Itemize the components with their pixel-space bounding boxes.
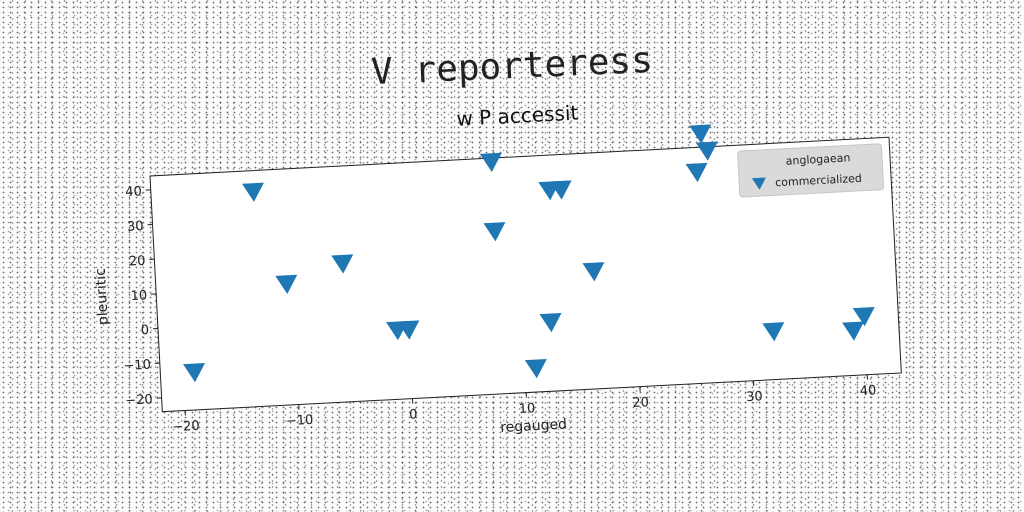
legend-marker [751, 177, 766, 190]
x-tick-label: 40 [859, 383, 876, 399]
data-point [549, 180, 572, 200]
y-axis-label: pleuritic [93, 268, 112, 326]
data-point [331, 254, 354, 274]
y-tick-label: 10 [130, 288, 147, 304]
x-tick-label: 0 [409, 407, 418, 422]
legend-box [737, 143, 885, 198]
data-point [842, 321, 865, 341]
y-tick-label: 20 [129, 254, 146, 270]
data-point [241, 182, 264, 202]
data-point [685, 162, 708, 183]
data-point [689, 124, 712, 144]
data-point [852, 307, 875, 327]
x-tick-label: −10 [286, 413, 314, 429]
data-point [762, 322, 785, 342]
chart-title: w P accessit [456, 101, 579, 131]
data-point [183, 362, 206, 383]
y-tick-label: −20 [125, 392, 153, 408]
y-tick-label: 40 [125, 184, 142, 200]
y-tick-label: 30 [127, 219, 144, 235]
chart-group: w P accessit −20 −10 0 10 20 30 40 −20 −10 0 10 20 30… [93, 101, 902, 436]
plot-area [149, 136, 902, 413]
data-point [524, 358, 547, 379]
x-tick-label: 30 [746, 389, 763, 405]
x-tick-label: 10 [518, 401, 535, 417]
x-tick-label: 20 [632, 395, 649, 411]
y-tick-label: −10 [123, 358, 151, 374]
legend-entry: commercialized [775, 172, 862, 190]
data-point [397, 320, 420, 340]
data-point [695, 141, 718, 161]
x-axis-label: regauged [500, 417, 568, 436]
x-tick-label: −20 [172, 419, 200, 435]
y-tick-label: 0 [140, 323, 149, 338]
data-point [479, 152, 502, 173]
data-point [483, 222, 506, 242]
data-point [539, 312, 562, 333]
data-point [582, 262, 605, 282]
legend: anglogaean commercialized [737, 143, 885, 198]
data-point [275, 274, 298, 294]
legend-title: anglogaean [785, 151, 850, 167]
